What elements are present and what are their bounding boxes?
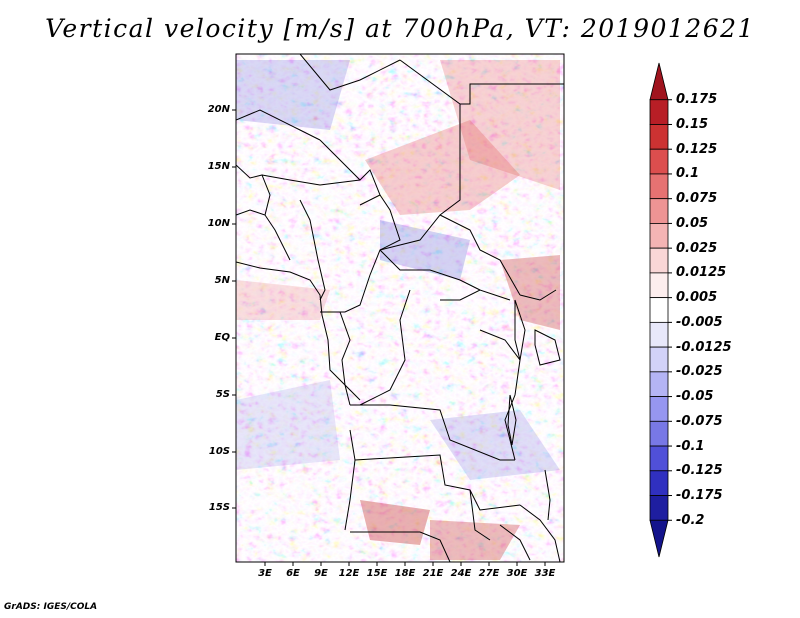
colorbar-label: 0.025 [676,240,718,256]
lat-label-10s: 10S [208,446,230,457]
colorbar-swatch [649,396,669,422]
colorbar-label: 0.125 [676,141,718,157]
colorbar-swatch [649,420,669,447]
colorbar-swatch [649,297,669,323]
colorbar-label: -0.05 [676,389,714,405]
lon-label-30e: 30E [506,568,528,579]
velocity-field [236,54,564,562]
lon-label-33e: 33E [534,568,556,579]
lon-label-15e: 15E [366,568,388,579]
colorbar-swatch [649,371,669,397]
colorbar-label: -0.075 [676,413,723,429]
lat-ticks [232,109,236,509]
colorbar-swatch [649,519,669,558]
lon-label-9e: 9E [314,568,328,579]
colorbar-swatch [649,99,669,125]
lon-label-21e: 21E [422,568,444,579]
colorbar-label: 0.175 [676,92,718,108]
colorbar-swatch [649,223,669,249]
lon-label-12e: 12E [338,568,360,579]
colorbar-label: -0.0125 [676,339,732,355]
colorbar-swatch [649,247,669,274]
colorbar-label: 0.005 [676,290,718,306]
map-title: Vertical velocity [m/s] at 700hPa, VT: 2… [45,14,755,43]
lat-label-5n: 5N [214,275,230,286]
lat-label-20n: 20N [207,104,230,115]
footer-credit: GrADS: IGES/COLA [4,602,98,612]
colorbar-label: 0.1 [676,166,700,182]
colorbar-swatch [649,346,669,373]
colorbar-swatch [649,445,669,472]
lon-label-18e: 18E [394,568,416,579]
colorbar-swatch [649,173,669,200]
lat-label-5s: 5S [215,389,230,400]
colorbar-swatch [649,495,669,521]
lon-label-3e: 3E [258,568,272,579]
colorbar-label: 0.075 [676,191,718,207]
colorbar-label: -0.125 [676,463,723,479]
colorbar-label: 0.05 [676,215,709,231]
country-borders [236,54,564,562]
colorbar-swatch [649,148,669,175]
colorbar-swatch [649,124,669,150]
lon-label-24e: 24E [450,568,472,579]
colorbar [649,62,672,558]
lat-label-10n: 10N [207,218,230,229]
colorbar-swatch [649,321,669,348]
colorbar-label: 0.15 [676,116,709,132]
colorbar-label: -0.005 [676,314,723,330]
lat-label-eq: EQ [214,332,230,343]
colorbar-swatch [649,198,669,224]
lon-label-27e: 27E [478,568,500,579]
colorbar-swatch [649,470,669,496]
lon-label-6e: 6E [286,568,300,579]
colorbar-label: -0.2 [676,512,705,528]
lat-label-15s: 15S [208,502,230,513]
lon-ticks [264,562,546,566]
colorbar-label: -0.025 [676,364,723,380]
colorbar-label: 0.0125 [676,265,727,281]
colorbar-swatch [649,62,669,101]
colorbar-label: -0.1 [676,438,705,454]
lat-label-15n: 15N [207,161,230,172]
colorbar-swatch [649,272,669,299]
colorbar-label: -0.175 [676,488,723,504]
